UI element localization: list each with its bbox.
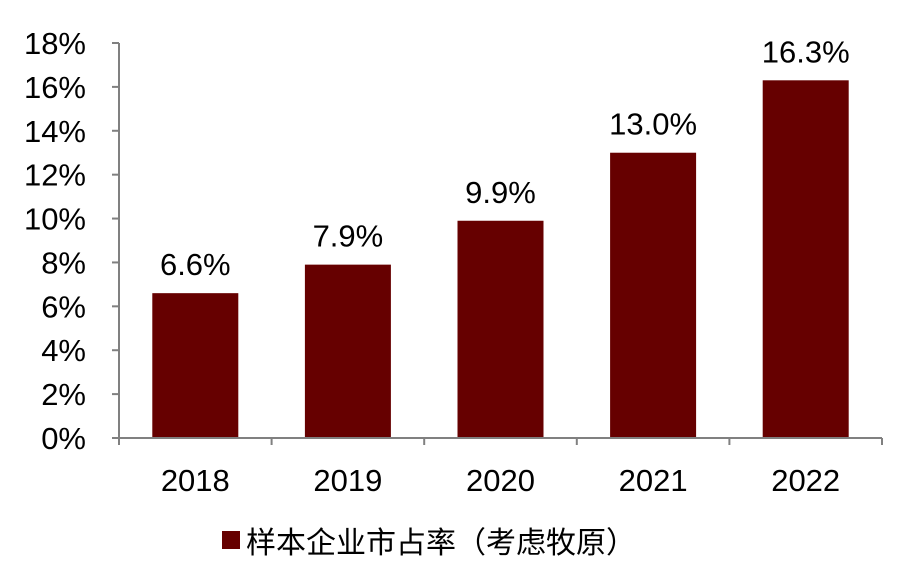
y-axis-ticks: 0% 2% 4% 6% 8% 10% 12% 14% 16% 18% [24, 26, 86, 456]
data-labels: 6.6% 7.9% 9.9% 13.0% 16.3% [160, 34, 850, 282]
x-axis-ticks: 2018 2019 2020 2021 2022 [161, 463, 840, 498]
y-tick-label: 12% [24, 158, 86, 193]
bar-2022 [762, 80, 849, 439]
data-label-2019: 7.9% [313, 219, 384, 254]
data-label-2022: 16.3% [762, 34, 850, 69]
x-tick-label-2021: 2021 [619, 463, 688, 498]
bar-chart: 0% 2% 4% 6% 8% 10% 12% 14% 16% 18% 6.6% 7.9% 9.9% 13… [24, 26, 883, 498]
x-tick-label-2022: 2022 [771, 463, 840, 498]
x-tick-label-2018: 2018 [161, 463, 230, 498]
data-label-2021: 13.0% [609, 107, 697, 142]
y-tick-label: 4% [41, 333, 86, 368]
y-tick-label: 0% [41, 421, 86, 456]
y-tick-label: 10% [24, 202, 86, 237]
y-tick-label: 2% [41, 377, 86, 412]
y-tick-label: 16% [24, 70, 86, 105]
axes [112, 42, 883, 445]
y-tick-label: 8% [41, 245, 86, 280]
legend-label: 样本企业市占率（考虑牧原） [246, 526, 636, 561]
bar-2021 [610, 152, 697, 438]
bar-2020 [457, 220, 544, 438]
x-tick-label-2019: 2019 [313, 463, 382, 498]
y-tick-label: 14% [24, 114, 86, 149]
data-label-2020: 9.9% [465, 175, 536, 210]
bars [152, 80, 849, 439]
x-tick-label-2020: 2020 [466, 463, 535, 498]
legend-swatch [222, 531, 240, 549]
legend: 样本企业市占率（考虑牧原） [222, 520, 636, 561]
data-label-2018: 6.6% [160, 247, 231, 282]
bar-2019 [304, 264, 391, 438]
bar-2018 [152, 293, 239, 438]
y-tick-label: 18% [24, 26, 86, 61]
y-tick-label: 6% [41, 289, 86, 324]
